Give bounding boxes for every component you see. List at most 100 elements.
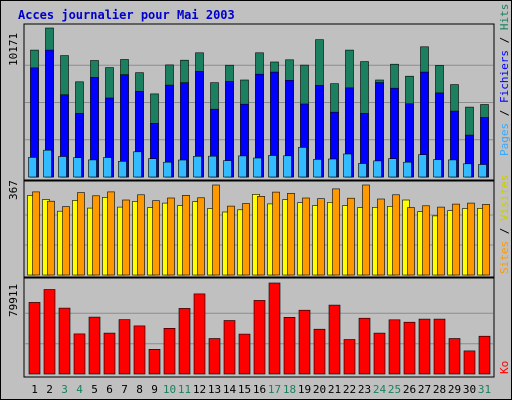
pages-bar [268,155,277,178]
pages-bar [373,160,382,178]
ko-bar [118,319,131,375]
pages-bar [478,164,487,178]
visits-bar [467,202,475,276]
day-label: 18 [283,383,296,396]
pages-bar [418,154,427,178]
visits-bar [362,184,370,276]
visits-bar [182,195,190,276]
legend-sep-2: / [498,30,511,50]
day-label: 8 [136,383,143,396]
day-label: 16 [253,383,266,396]
pages-bar [148,158,157,178]
visits-bar [332,188,340,276]
legend-sites: Sites [498,241,511,274]
day-label: 25 [388,383,401,396]
day-axis-labels: 1 2 3 4 5 6 7 8 9 10 11 12 13 14 15 16 17 18 19 20 21 22 23 24 2… [31,383,491,396]
day-label: 26 [403,383,416,396]
visits-bar [377,198,385,276]
ko-bar [238,333,251,375]
visits-bar [122,199,130,276]
visits-bar [452,203,460,276]
day-label: 29 [448,383,461,396]
visits-bar [407,207,415,276]
legend-pages-files-hits: Pages / Fichiers / Hits [498,4,511,156]
day-label: 21 [328,383,341,396]
ko-bar [433,318,446,375]
day-label: 17 [268,383,281,396]
visits-bar [107,191,115,276]
ko-bar [358,317,371,375]
pages-bar [253,157,262,178]
visits-bar [347,197,355,276]
visits-bar [77,192,85,276]
visits-bar [482,204,490,276]
pages-bar [388,158,397,178]
pages-bar [178,159,187,178]
ko-bar [43,289,56,375]
pages-bar [463,163,472,178]
day-label: 22 [343,383,356,396]
pages-bar [283,155,292,178]
visits-bar [302,197,310,276]
pages-bar [163,161,172,178]
panel-2-bars [25,184,493,276]
ko-bar [163,327,176,375]
day-label: 30 [463,383,476,396]
ko-bar [28,302,41,375]
ko-bar [283,316,296,375]
day-label: 24 [373,383,387,396]
ko-bar [88,316,101,375]
pages-bar [88,159,97,178]
ko-bar [178,308,191,375]
pages-bar [28,157,37,178]
visits-bar [62,206,70,276]
ko-bar [223,320,236,375]
legend-pages: Pages [498,123,511,156]
visits-bar [137,194,145,276]
panel-1-bars [25,27,493,178]
ko-bar [298,309,311,375]
day-label: 12 [193,383,206,396]
ko-bar [193,293,206,375]
visits-bar [422,205,430,276]
ko-bar [448,338,461,375]
pages-bar [238,155,247,178]
pages-bar [298,147,307,178]
pages-bar [313,159,322,178]
visits-bar [212,184,220,276]
visits-bar [92,195,100,276]
legend-hits: Hits [498,4,511,31]
day-label: 19 [298,383,311,396]
pages-bar [403,161,412,178]
pages-bar [208,155,217,178]
visits-bar [317,198,325,276]
y-max-label-ko: 79911 [7,284,20,317]
day-label: 2 [46,383,53,396]
pages-bar [433,159,442,178]
ko-bar [313,328,326,375]
day-label: 7 [121,383,128,396]
pages-bar [193,156,202,178]
visits-bar [227,205,235,276]
legend-ko: Ko [498,361,511,374]
day-label: 9 [151,383,158,396]
day-label: 1 [31,383,38,396]
pages-bar [358,163,367,178]
ko-bar [148,348,161,375]
ko-bar [373,332,386,375]
ko-bar [403,321,416,375]
visits-bar [152,200,160,276]
ko-bar [418,318,431,375]
day-label: 20 [313,383,326,396]
chart-title: Acces journalier pour Mai 2003 [18,8,235,22]
pages-bar [133,151,142,178]
ko-bar [208,338,221,375]
ko-bar [73,333,86,375]
pages-bar [223,160,232,178]
pages-bar [328,158,337,178]
legend-sep-1: / [498,103,511,123]
day-label: 27 [418,383,431,396]
day-label: 13 [208,383,221,396]
ko-bar [463,350,476,375]
